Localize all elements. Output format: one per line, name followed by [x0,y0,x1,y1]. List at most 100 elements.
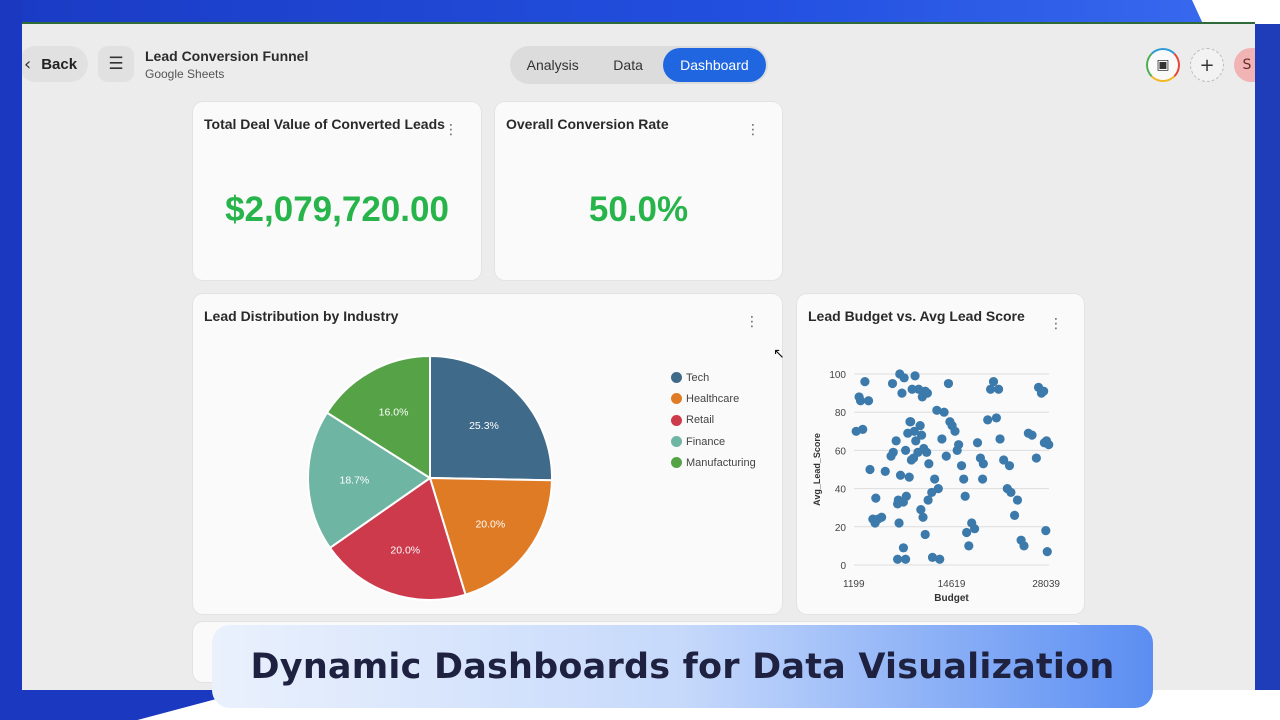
scatter-point[interactable] [916,505,926,515]
scatter-point[interactable] [991,413,1002,423]
scatter-point[interactable] [922,388,932,398]
scatter-point[interactable] [978,459,988,469]
scatter-point[interactable] [920,529,930,540]
scatter-point[interactable] [943,378,954,389]
scatter-point[interactable] [983,415,993,425]
scatter-point[interactable] [964,541,974,551]
scatter-point[interactable] [1041,526,1051,536]
scatter-point[interactable] [933,484,943,494]
scatter-point[interactable] [892,554,903,564]
scatter-point[interactable] [898,543,909,553]
pie-slice-finance[interactable] [307,411,432,550]
more-options-icon[interactable]: ⋮ [745,314,759,330]
back-button[interactable]: ‹ Back [22,46,88,82]
caption-banner: Dynamic Dashboards for Data Visualizatio… [212,625,1153,708]
scatter-point[interactable] [911,436,921,446]
scatter-point[interactable] [888,447,898,457]
scatter-point[interactable] [988,377,999,387]
scatter-point[interactable] [895,470,906,480]
chart-title: Lead Budget vs. Avg Lead Score [808,308,1025,324]
scatter-point[interactable] [924,459,934,469]
legend-item-tech[interactable]: Tech [671,367,756,388]
tab-data[interactable]: Data [613,57,643,73]
scatter-point[interactable] [918,512,928,522]
scatter-point[interactable] [922,447,932,457]
more-options-icon[interactable]: ⋮ [746,122,760,138]
scatter-point[interactable] [956,461,967,471]
scatter-point[interactable] [858,424,868,434]
scatter-point[interactable] [959,474,969,484]
legend-item-finance[interactable]: Finance [671,431,756,452]
scatter-point[interactable] [937,434,947,444]
scatter-point[interactable] [952,445,962,455]
scatter-point[interactable] [1009,510,1020,520]
scatter-point[interactable] [907,384,917,394]
scatter-point[interactable] [999,455,1009,465]
scatter-point[interactable] [906,417,916,427]
scatter-point[interactable] [939,407,949,417]
tab-dashboard[interactable]: Dashboard [662,48,766,82]
scatter-point[interactable] [923,495,933,505]
scatter-point[interactable] [985,384,996,394]
scatter-point[interactable] [1042,547,1052,557]
scatter-point[interactable] [1027,430,1037,440]
more-options-icon[interactable]: ⋮ [444,122,458,138]
scatter-point[interactable] [970,524,980,534]
scatter-point[interactable] [995,434,1005,444]
scatter-point[interactable] [915,420,925,431]
scatter-point[interactable] [927,552,938,562]
scatter-point[interactable] [932,405,942,415]
scatter-point[interactable] [978,474,988,484]
scatter-point[interactable] [900,445,911,455]
scatter-point[interactable] [941,451,951,461]
scatter-point[interactable] [910,371,920,381]
legend-label: Manufacturing [686,456,756,469]
scatter-point[interactable] [863,396,874,406]
scatter-point[interactable] [901,491,911,501]
scatter-point[interactable] [935,554,945,564]
more-options-icon[interactable]: ⋮ [1049,316,1063,332]
add-button[interactable]: + [1190,48,1224,82]
scatter-point[interactable] [950,426,960,436]
menu-button[interactable]: ☰ [98,46,134,82]
scatter-point[interactable] [1019,541,1029,551]
legend-item-retail[interactable]: Retail [671,410,756,431]
scatter-point[interactable] [1004,461,1015,471]
scatter-point[interactable] [860,377,870,387]
scatter-point[interactable] [1031,453,1041,463]
scatter-point[interactable] [904,472,914,482]
scatter-point[interactable] [877,512,887,522]
y-tick-label: 40 [835,485,847,496]
pie-slice-healthcare[interactable] [428,476,553,596]
scatter-point[interactable] [894,518,904,528]
scatter-point[interactable] [855,396,866,406]
scatter-point[interactable] [897,388,907,398]
y-tick-label: 20 [835,523,847,534]
scatter-point[interactable] [1012,495,1023,505]
scatter-point[interactable] [916,430,927,440]
scatter-point[interactable] [1006,487,1016,498]
scatter-point[interactable] [865,464,875,475]
scatter-point[interactable] [972,438,983,448]
scatter-point[interactable] [962,527,972,538]
pie-slice-retail[interactable] [328,476,467,601]
scatter-point[interactable] [871,493,881,503]
pie-slice-manufacturing[interactable] [325,354,431,480]
scatter-point[interactable] [960,491,970,501]
tab-analysis[interactable]: Analysis [526,57,579,73]
profile-card-button[interactable]: ▣ [1146,48,1180,82]
scatter-point[interactable] [899,373,909,383]
scatter-point[interactable] [1039,386,1049,396]
legend-item-manufacturing[interactable]: Manufacturing [671,452,756,473]
pie-slice-tech[interactable] [429,354,553,482]
scatter-point[interactable] [930,474,940,484]
scatter-point[interactable] [887,378,898,389]
scatter-point[interactable] [900,554,911,564]
scatter-point[interactable] [909,426,919,436]
scatter-point[interactable] [993,384,1004,394]
scatter-point[interactable] [1044,440,1054,450]
scatter-point[interactable] [891,436,901,446]
legend-item-healthcare[interactable]: Healthcare [671,388,756,409]
avatar[interactable]: S [1234,48,1255,82]
scatter-point[interactable] [880,466,890,477]
